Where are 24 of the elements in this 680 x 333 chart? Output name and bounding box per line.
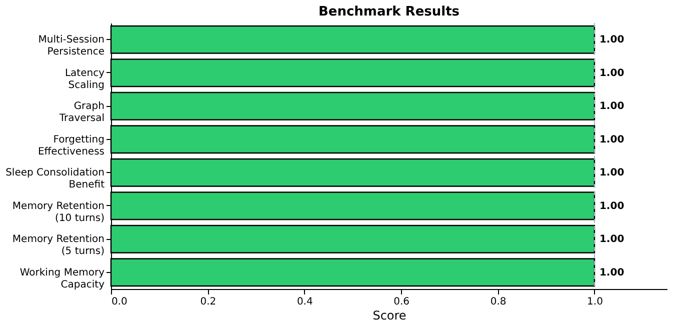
x-tick-label: 0.4: [296, 296, 313, 308]
data-label: 1.00: [599, 68, 624, 79]
data-label: 1.00: [599, 34, 624, 46]
x-axis-title: Score: [372, 308, 406, 322]
y-tick-label: Memory Retention (5 turns): [12, 234, 105, 258]
x-tick-label: 0.8: [490, 296, 506, 308]
y-tick-label: Memory Retention (10 turns): [12, 200, 105, 224]
y-tick-label: Working Memory Capacity: [20, 267, 105, 290]
y-tick-label: Graph Traversal: [58, 101, 104, 124]
x-tick-label: 0.2: [200, 296, 216, 308]
y-tick-label: Latency Scaling: [64, 68, 105, 91]
x-tick-label: 0.0: [112, 296, 128, 308]
x-tick-label: 1.0: [587, 296, 603, 308]
chart-title: Benchmark Results: [318, 4, 460, 20]
data-label: 1.00: [599, 267, 624, 278]
y-tick-label: Forgetting Effectiveness: [38, 134, 104, 158]
y-tick-label: Multi-Session Persistence: [38, 34, 104, 58]
x-tick-label: 0.6: [394, 296, 410, 308]
data-label: 1.00: [599, 101, 624, 112]
data-label: 1.00: [599, 200, 624, 212]
data-label: 1.00: [599, 234, 624, 246]
y-tick-label: Sleep Consolidation Benefit: [6, 168, 105, 191]
data-label: 1.00: [599, 134, 624, 146]
data-label: 1.00: [599, 168, 624, 179]
